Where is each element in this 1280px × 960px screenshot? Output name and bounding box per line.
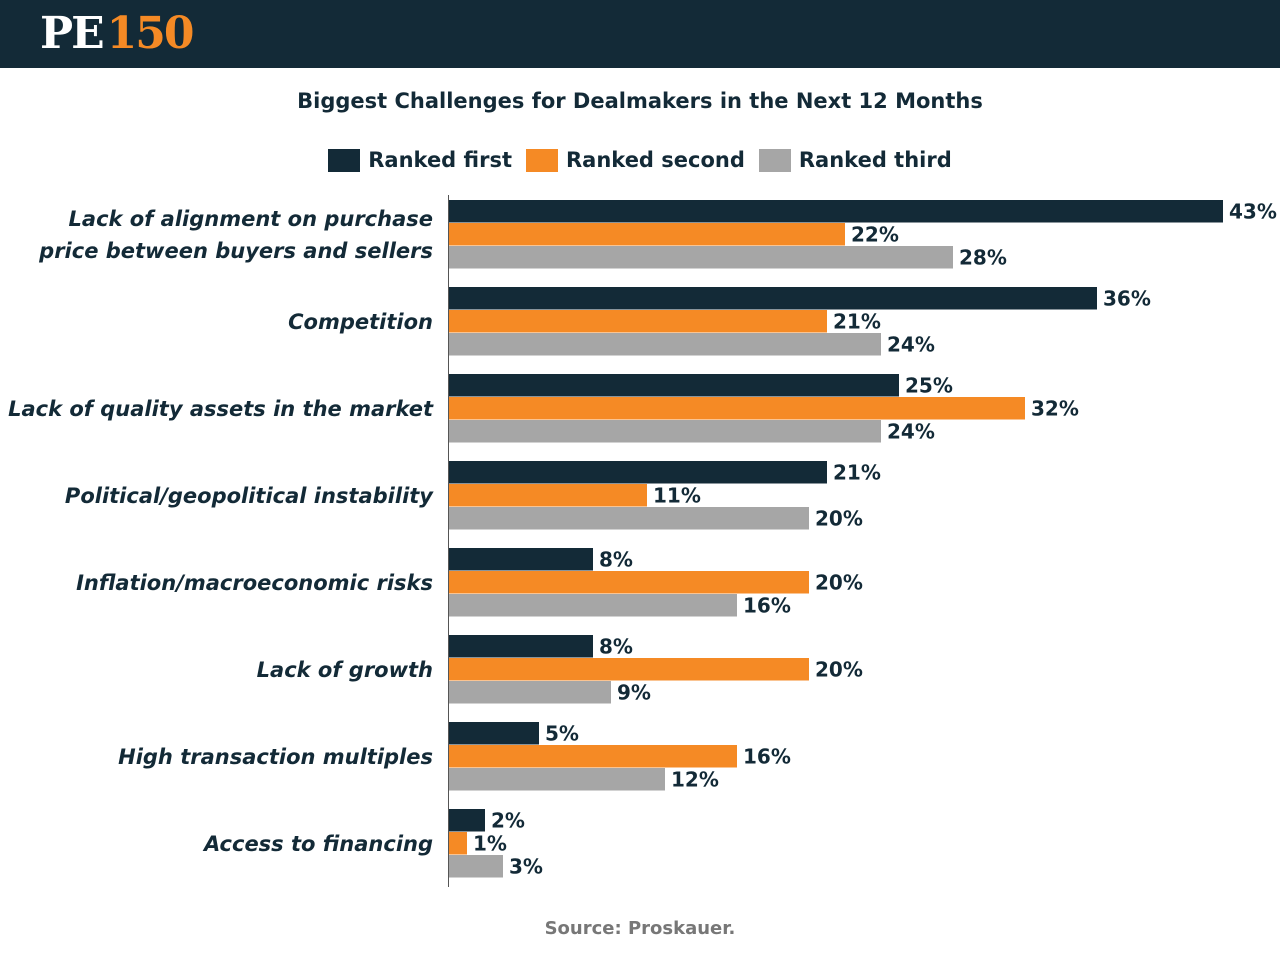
category-label: High transaction multiples	[118, 745, 433, 769]
legend-swatch-third	[758, 148, 791, 172]
bar-third	[449, 855, 503, 878]
legend-label-second: Ranked second	[566, 148, 745, 172]
bar-second	[449, 658, 809, 681]
bar-first	[449, 548, 593, 571]
logo-text: PE	[40, 8, 105, 59]
bar-third	[449, 420, 881, 443]
bar-third	[449, 681, 611, 704]
data-label: 2%	[491, 808, 525, 832]
bar-first	[449, 461, 827, 484]
bar-second	[449, 310, 827, 333]
bar-second	[449, 397, 1025, 420]
data-label: 12%	[671, 767, 719, 791]
data-label: 8%	[599, 547, 633, 571]
data-label: 22%	[851, 222, 899, 246]
bar-third	[449, 507, 809, 530]
category-label: Competition	[288, 310, 433, 334]
category-label: price between buyers and sellers	[38, 239, 433, 263]
category-label: Access to financing	[202, 832, 433, 856]
data-label: 1%	[473, 831, 507, 855]
data-label: 5%	[545, 721, 579, 745]
data-label: 20%	[815, 570, 863, 594]
bar-first	[449, 635, 593, 658]
logo-number: 150	[106, 8, 195, 59]
data-label: 16%	[743, 593, 791, 617]
data-label: 21%	[833, 309, 881, 333]
data-label: 28%	[959, 245, 1007, 269]
bar-first	[449, 287, 1097, 310]
legend-label-first: Ranked first	[368, 148, 512, 172]
legend-swatch-second	[526, 148, 558, 172]
bar-third	[449, 768, 665, 791]
source-note: Source: Proskauer.	[544, 918, 736, 939]
category-label: Lack of growth	[257, 658, 433, 682]
data-label: 20%	[815, 657, 863, 681]
data-label: 8%	[599, 634, 633, 658]
category-label: Political/geopolitical instability	[65, 484, 434, 508]
data-label: 36%	[1103, 286, 1151, 310]
data-label: 32%	[1031, 396, 1079, 420]
bar-third	[449, 246, 953, 269]
bar-first	[449, 374, 899, 397]
legend-item-third: Ranked third	[758, 148, 952, 172]
bar-third	[449, 594, 737, 617]
legend-item-first: Ranked first	[328, 148, 512, 172]
category-label: Inflation/macroeconomic risks	[76, 571, 433, 595]
data-label: 43%	[1229, 199, 1277, 223]
data-label: 25%	[905, 373, 953, 397]
bar-first	[449, 809, 485, 832]
data-label: 16%	[743, 744, 791, 768]
data-label: 21%	[833, 460, 881, 484]
bar-first	[449, 200, 1223, 223]
legend-item-second: Ranked second	[526, 148, 745, 172]
chart-title: Biggest Challenges for Dealmakers in the…	[297, 89, 983, 113]
data-label: 24%	[887, 332, 935, 356]
bar-second	[449, 223, 845, 246]
legend-label-third: Ranked third	[798, 148, 952, 172]
bar-second	[449, 571, 809, 594]
data-label: 3%	[509, 854, 543, 878]
bar-second	[449, 484, 647, 507]
bar-third	[449, 333, 881, 356]
data-label: 24%	[887, 419, 935, 443]
chart-legend: Ranked first Ranked second Ranked third	[0, 148, 1280, 172]
category-label: Lack of quality assets in the market	[8, 397, 434, 421]
bar-second	[449, 832, 467, 855]
pe150-logo: PE150	[40, 8, 195, 60]
legend-swatch-first	[328, 148, 361, 172]
data-label: 11%	[653, 483, 701, 507]
bar-first	[449, 722, 539, 745]
bar-second	[449, 745, 737, 768]
data-label: 20%	[815, 506, 863, 530]
category-label: Lack of alignment on purchase	[69, 207, 433, 231]
header-bar: PE150	[0, 0, 1280, 68]
data-label: 9%	[617, 680, 651, 704]
